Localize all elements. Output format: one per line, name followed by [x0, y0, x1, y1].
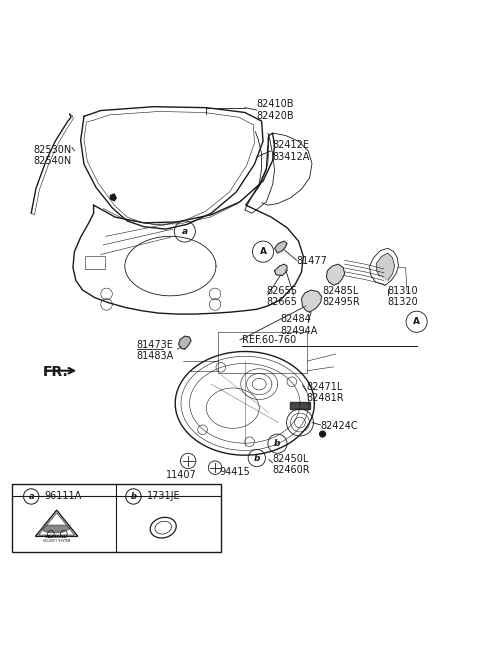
Polygon shape — [301, 290, 322, 312]
Text: 96111A: 96111A — [45, 491, 82, 502]
Circle shape — [320, 431, 325, 437]
Text: 82424C: 82424C — [321, 421, 358, 431]
Text: 82471L
82481R: 82471L 82481R — [306, 381, 344, 403]
Text: b: b — [274, 439, 281, 448]
Text: 82530N
82540N: 82530N 82540N — [34, 145, 72, 166]
Polygon shape — [275, 264, 287, 276]
Text: FR.: FR. — [43, 365, 69, 379]
Text: WARNING: WARNING — [45, 535, 68, 539]
Text: b: b — [131, 492, 136, 501]
Text: 94415: 94415 — [220, 468, 251, 477]
Text: 81310
81320: 81310 81320 — [388, 286, 419, 307]
Text: b: b — [253, 453, 260, 462]
Polygon shape — [275, 241, 287, 253]
Text: 81477: 81477 — [297, 256, 327, 267]
Text: 82412E
83412A: 82412E 83412A — [272, 140, 310, 162]
Polygon shape — [290, 402, 310, 409]
Text: a: a — [182, 227, 188, 236]
Text: 82484
82494A: 82484 82494A — [281, 314, 318, 336]
Polygon shape — [326, 264, 345, 286]
Text: 1731JE: 1731JE — [147, 491, 180, 502]
Text: A: A — [413, 317, 420, 326]
Text: 11407: 11407 — [166, 470, 196, 480]
Text: 82450L
82460R: 82450L 82460R — [273, 453, 310, 475]
Text: 82410B
82420B: 82410B 82420B — [257, 100, 294, 121]
Polygon shape — [42, 525, 70, 533]
Text: a: a — [28, 492, 34, 501]
Text: 81473E
81483A: 81473E 81483A — [137, 340, 174, 362]
Text: 82655
82665: 82655 82665 — [266, 286, 298, 307]
Polygon shape — [110, 194, 116, 201]
Text: REF.60-760: REF.60-760 — [242, 335, 297, 345]
Polygon shape — [179, 336, 191, 349]
Polygon shape — [376, 253, 395, 280]
FancyBboxPatch shape — [12, 483, 221, 552]
Text: 82485L
82495R: 82485L 82495R — [323, 286, 360, 307]
Text: SECURITY SYSTEM: SECURITY SYSTEM — [43, 539, 70, 543]
Text: A: A — [260, 247, 266, 256]
